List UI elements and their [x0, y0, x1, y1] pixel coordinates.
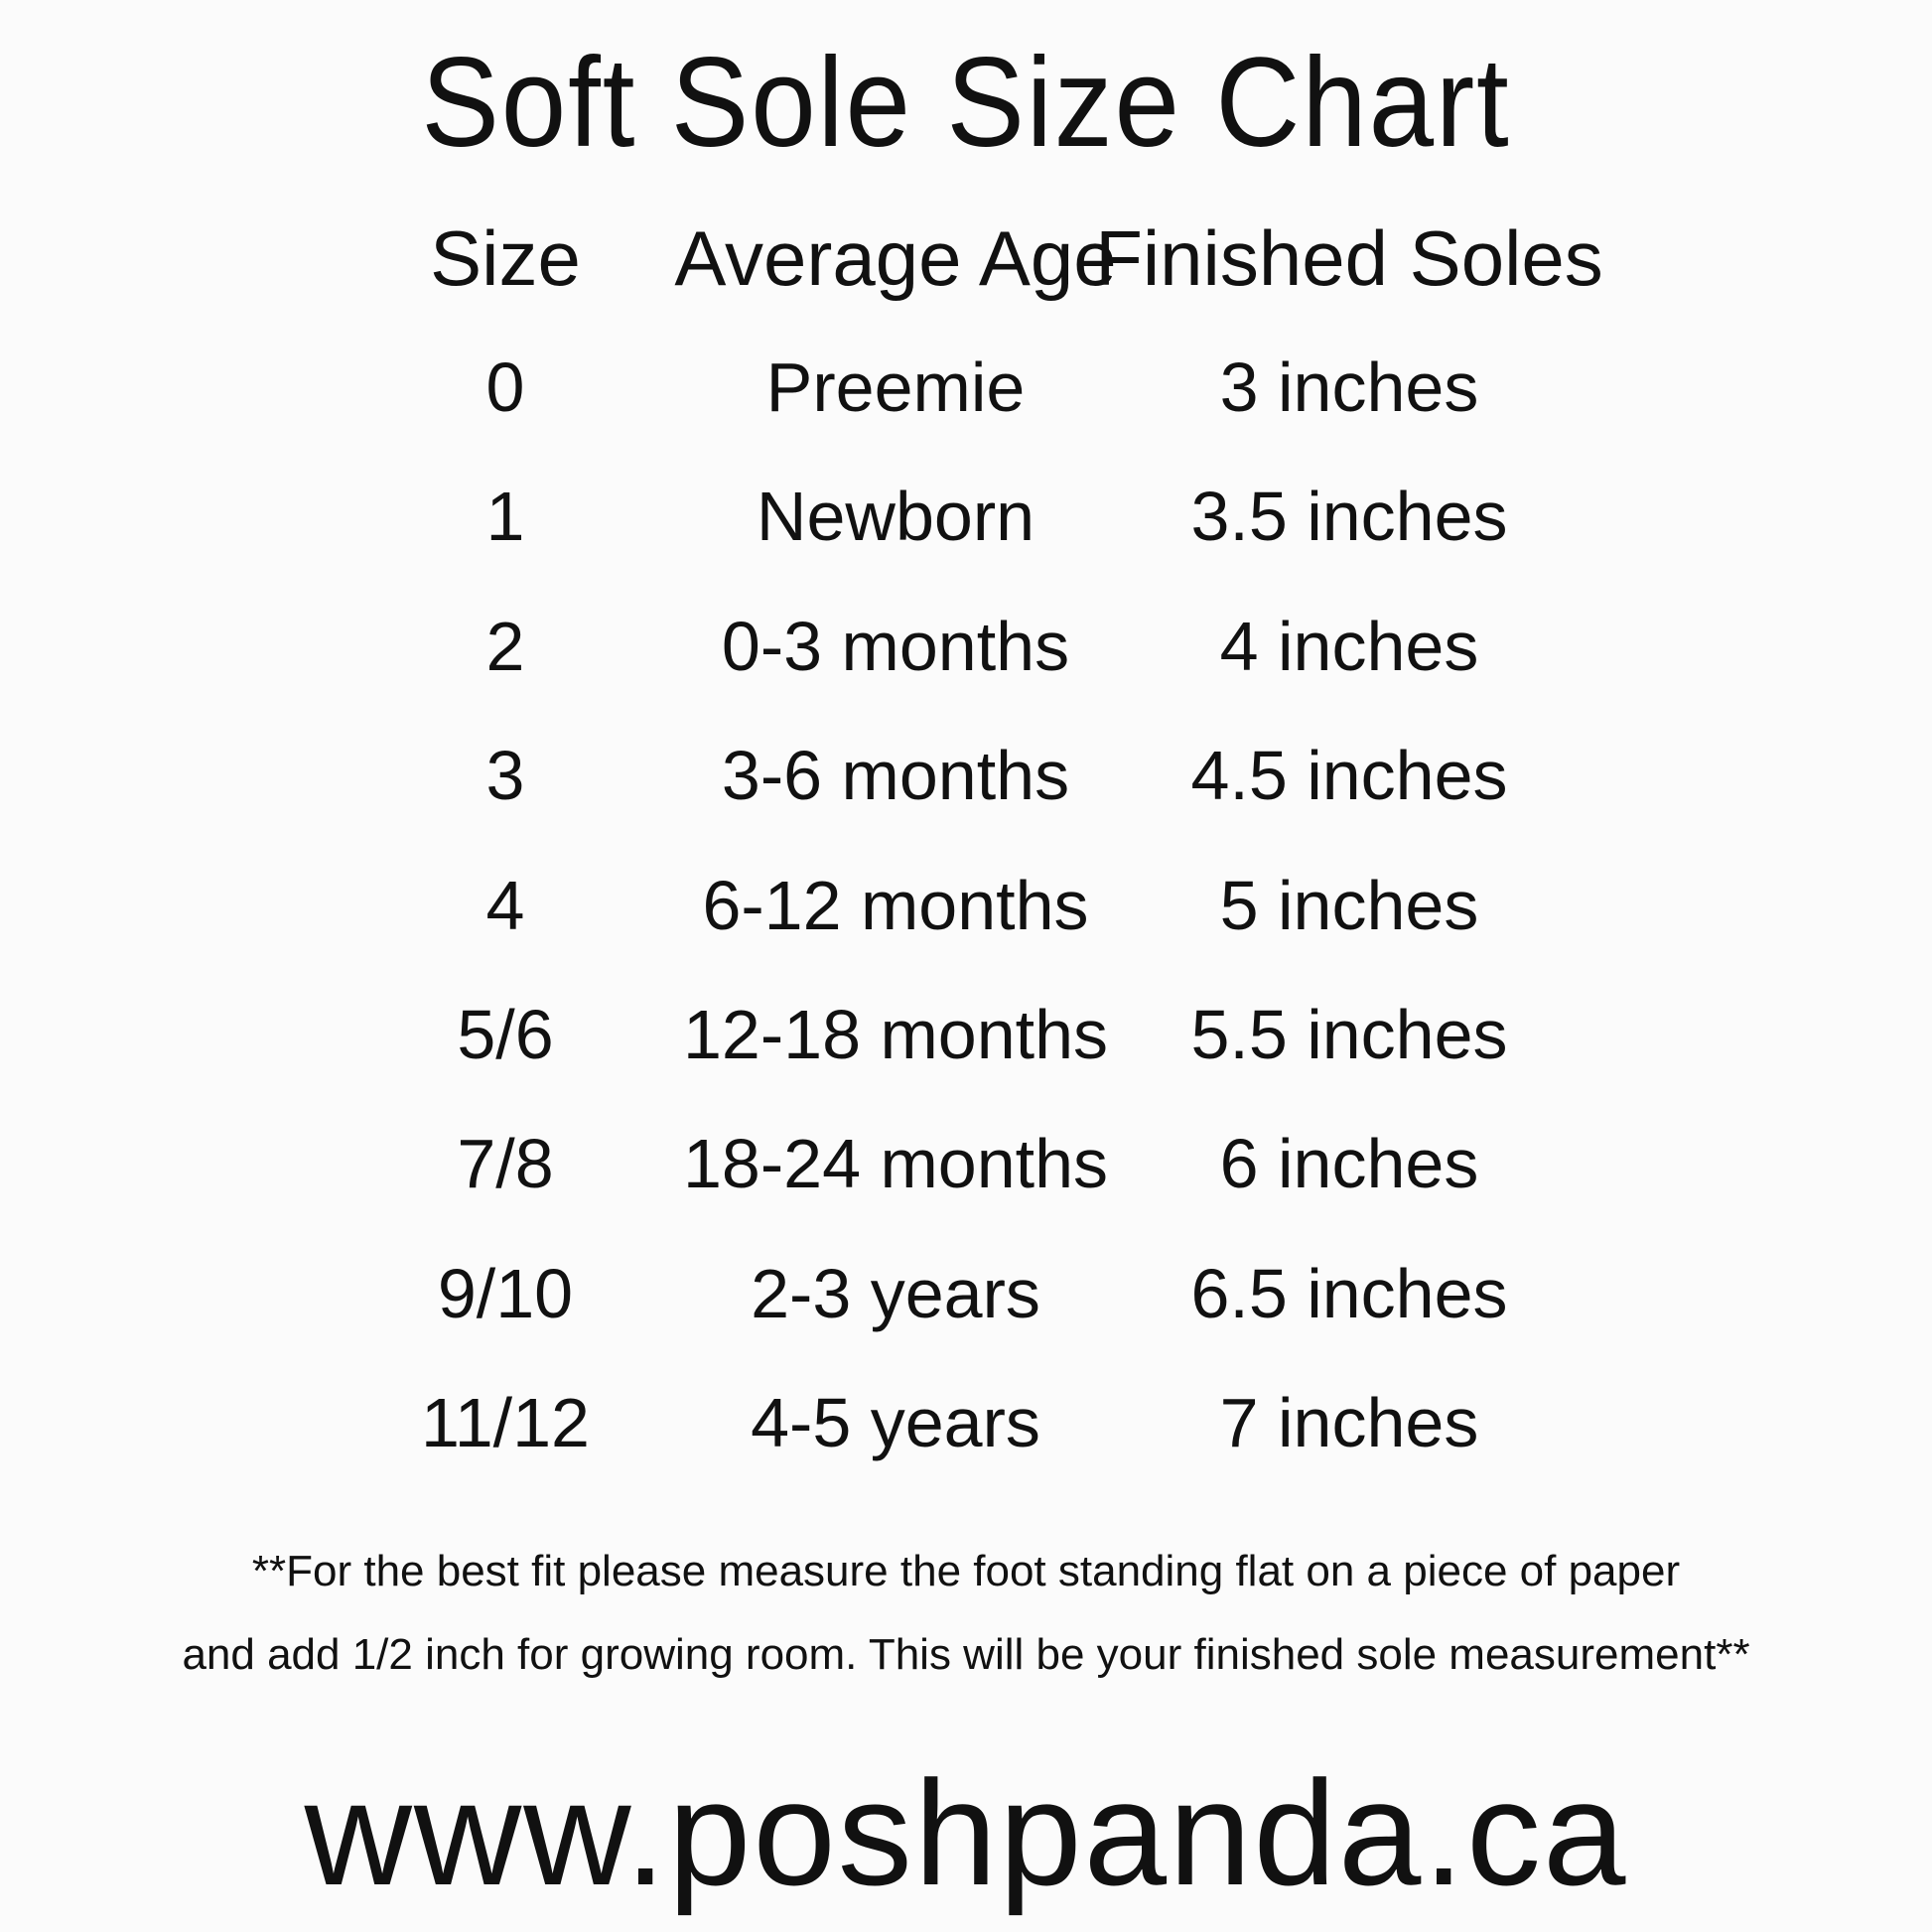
table-cell-sole: 5 inches — [1219, 866, 1479, 944]
table-cell-sole: 6 inches — [1219, 1125, 1479, 1203]
note-line-2: and add 1/2 inch for growing room. This … — [182, 1630, 1750, 1679]
table-cell-age: 4-5 years — [751, 1384, 1040, 1462]
table-cell-age: Newborn — [756, 478, 1035, 556]
table-cell-age: 18-24 months — [682, 1125, 1109, 1203]
table-cell-size: 3 — [485, 737, 525, 815]
table-cell-size: 2 — [485, 607, 525, 685]
table-cell-sole: 5.5 inches — [1190, 996, 1508, 1073]
table-cell-sole: 3 inches — [1219, 348, 1479, 426]
table-cell-sole: 4.5 inches — [1190, 737, 1508, 815]
table-cell-sole: 6.5 inches — [1190, 1254, 1508, 1332]
page-title: Soft Sole Size Chart — [421, 32, 1511, 174]
table-cell-size: 4 — [485, 866, 525, 944]
header-size: Size — [430, 214, 581, 302]
table-cell-size: 9/10 — [437, 1254, 574, 1332]
table-cell-size: 0 — [485, 348, 525, 426]
table-cell-sole: 7 inches — [1219, 1384, 1479, 1462]
table-cell-age: 2-3 years — [751, 1254, 1040, 1332]
table-cell-age: Preemie — [765, 348, 1026, 426]
note-line-1: **For the best fit please measure the fo… — [251, 1547, 1681, 1595]
table-cell-age: 3-6 months — [721, 737, 1070, 815]
table-cell-age: 12-18 months — [682, 996, 1109, 1073]
table-cell-sole: 4 inches — [1219, 607, 1479, 685]
table-cell-size: 7/8 — [457, 1125, 554, 1203]
header-finished-soles: Finished Soles — [1095, 214, 1603, 302]
table-cell-size: 11/12 — [421, 1384, 590, 1462]
table-cell-age: 0-3 months — [721, 607, 1070, 685]
table-cell-sole: 3.5 inches — [1190, 478, 1508, 556]
website-link[interactable]: www.poshpanda.ca — [304, 1749, 1628, 1916]
table-cell-size: 1 — [485, 478, 525, 556]
table-cell-size: 5/6 — [457, 996, 554, 1073]
table-cell-age: 6-12 months — [702, 866, 1089, 944]
header-average-age: Average Age — [674, 214, 1117, 302]
